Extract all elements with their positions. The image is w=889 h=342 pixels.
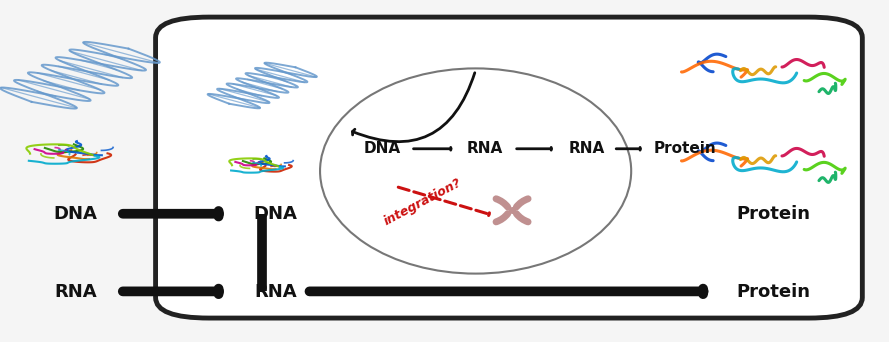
Text: DNA: DNA [253,205,298,223]
Text: DNA: DNA [364,141,401,156]
Text: DNA: DNA [53,205,98,223]
Text: Protein: Protein [736,284,811,301]
Text: integration?: integration? [381,176,463,228]
Text: Protein: Protein [736,205,811,223]
Text: RNA: RNA [569,141,605,156]
FancyBboxPatch shape [156,17,862,318]
Text: RNA: RNA [54,284,97,301]
Text: RNA: RNA [254,284,297,301]
Text: RNA: RNA [467,141,502,156]
Text: Protein: Protein [653,141,716,156]
